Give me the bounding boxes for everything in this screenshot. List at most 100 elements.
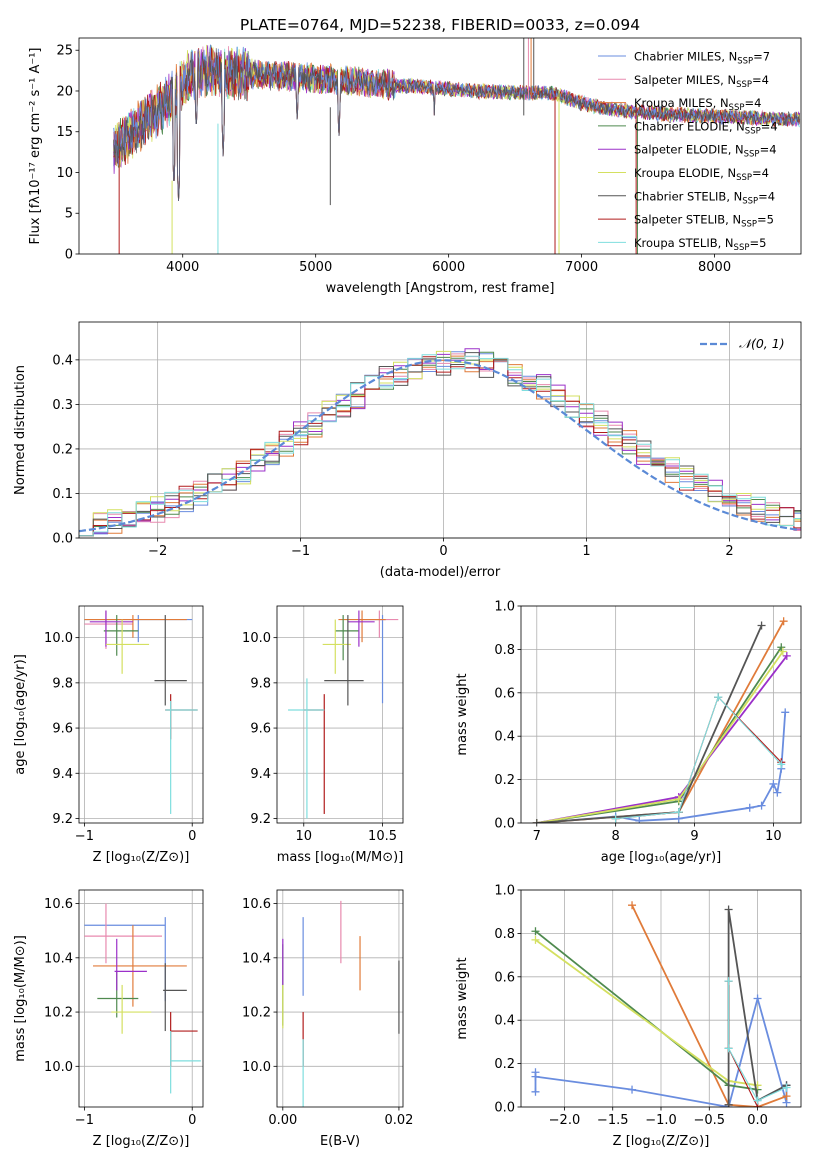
axes-frame [276,889,404,1108]
plot-area [532,617,791,823]
weight-marker [782,651,791,660]
legend-entry: Salpeter MILES, NSSP=4 [634,73,769,90]
legend-name: Salpeter STELIB, N [634,213,741,227]
errorbar-point [165,700,198,814]
legend-entry: Chabrier MILES, NSSP=7 [634,50,770,67]
y-tick-label: 9.4 [52,767,73,782]
weight-marker [674,808,683,817]
histogram-series [79,354,801,538]
axes-frame [78,321,802,539]
errorbar-point [154,615,187,706]
legend-name: Salpeter MILES, N [634,73,736,87]
x-tick-label: 2 [725,544,733,559]
errorbar-point [84,610,133,649]
legend-name: Kroupa STELIB, N [634,236,734,250]
legend-subscript: SSP [736,80,752,90]
errorbar-point [163,963,187,1032]
weight-marker [782,1083,791,1092]
y-tick-label: 0.8 [494,643,515,658]
weight-marker [781,708,790,717]
errorbar-point [97,971,139,1018]
errorbar-point [114,938,147,991]
plot-area [84,903,201,1094]
weight-marker [531,1072,540,1081]
weight-line [536,655,788,823]
errorbar-point [170,1031,201,1094]
legend-count: =5 [749,236,766,250]
legend-count: =4 [752,166,769,180]
weight-marker [724,1044,733,1053]
legend-entry: Chabrier STELIB, NSSP=4 [634,189,775,206]
x-tick-label: 8000 [698,260,731,275]
weight-marker [674,795,683,804]
y-tick-label: 15 [56,125,73,140]
panel-mass-vs-EBV: 0.00 0.02 10.0 10.2 10.4 10.6 E(B-V) [242,889,413,1149]
legend-name: Kroupa MILES, N [634,96,729,110]
weight-marker [757,621,766,630]
legend-entry: Salpeter STELIB, NSSP=5 [634,213,774,230]
x-axis-label: Z [log₁₀(Z/Z⊙)] [93,1134,190,1149]
x-axis-label: Z [log₁₀(Z/Z⊙)] [613,1134,710,1149]
errorbar-point [288,678,325,819]
errorbar-point [335,615,359,661]
weight-marker [773,788,782,797]
spectrum-line [113,48,800,202]
y-tick-label: 0.6 [494,970,515,985]
y-tick-label: 9.6 [250,722,271,737]
x-axis-label: mass [log₁₀(M/M⊙)] [277,850,404,865]
x-tick-label: −2 [148,544,167,559]
y-tick-label: 9.8 [250,676,271,691]
weight-marker [778,647,787,656]
legend-entry: Kroupa STELIB, NSSP=5 [634,236,766,253]
y-tick-label: 10.0 [44,1060,73,1075]
panel-weight-vs-Z: −2.0 −1.5 −1.0 −0.5 0.0 0.0 0.2 0.4 0.6 0.8 1.0 Z [… [455,884,802,1149]
weight-marker [769,779,778,788]
y-tick-label: 0.4 [52,353,73,368]
x-tick-label: 0.02 [384,1113,413,1128]
normal-curve [79,359,800,533]
legend-entry: Salpeter ELODIE, NSSP=4 [634,143,777,160]
weight-marker [714,693,723,702]
errorbar-point [111,984,152,1034]
x-tick-label: 10.5 [368,829,397,844]
x-tick-label: 6000 [432,260,465,275]
y-tick-label: 9.2 [250,812,271,827]
y-tick-label: 0.3 [52,398,73,413]
x-tick-label: 0 [188,829,196,844]
x-tick-label: 7 [533,829,541,844]
y-tick-label: 0.4 [494,1014,515,1029]
y-tick-label: 10.6 [44,897,73,912]
weight-line [536,620,785,823]
y-tick-label: 0 [65,248,73,263]
y-tick-label: 10.2 [242,1006,271,1021]
errorbar-point [338,610,386,643]
x-tick-label: 10 [296,829,313,844]
plot-area [113,38,801,254]
weight-line [536,712,787,823]
y-tick-label: 9.4 [250,767,271,782]
panel-residuals: −2 −1 0 1 2 0.0 0.1 0.2 0.3 0.4 (data-model)/error… [13,321,802,580]
x-axis-label: Z [log₁₀(Z/Z⊙)] [93,850,190,865]
x-tick-label: −1 [75,1113,94,1128]
errorbar-point [89,610,133,647]
panel-weight-vs-age: 7 8 9 10 0.0 0.2 0.4 0.6 0.8 1.0 age [log₁₀(age/yr… [455,600,802,865]
y-tick-label: 10.4 [242,951,271,966]
x-tick-label: −1.5 [597,1113,629,1128]
panel-spectrum: 4000 5000 6000 7000 8000 0 5 10 15 20 25 wavelength… [28,16,802,296]
y-tick-label: 0.0 [494,817,515,832]
errorbar-point [358,615,386,704]
weight-marker [628,1085,637,1094]
legend-subscript: SSP [729,103,745,113]
weight-line [728,981,787,1102]
weight-line [536,646,783,823]
legend-count: =5 [757,213,774,227]
weight-line [615,696,782,820]
x-tick-label: 0 [439,544,447,559]
legend-entry: Kroupa ELODIE, NSSP=4 [634,166,769,183]
y-tick-label: 0.0 [52,532,73,547]
weight-marker [753,1096,762,1105]
spectrum-line [113,44,801,202]
y-tick-label: 20 [56,84,73,99]
axes-frame [520,605,802,824]
errorbar-point [105,619,150,674]
